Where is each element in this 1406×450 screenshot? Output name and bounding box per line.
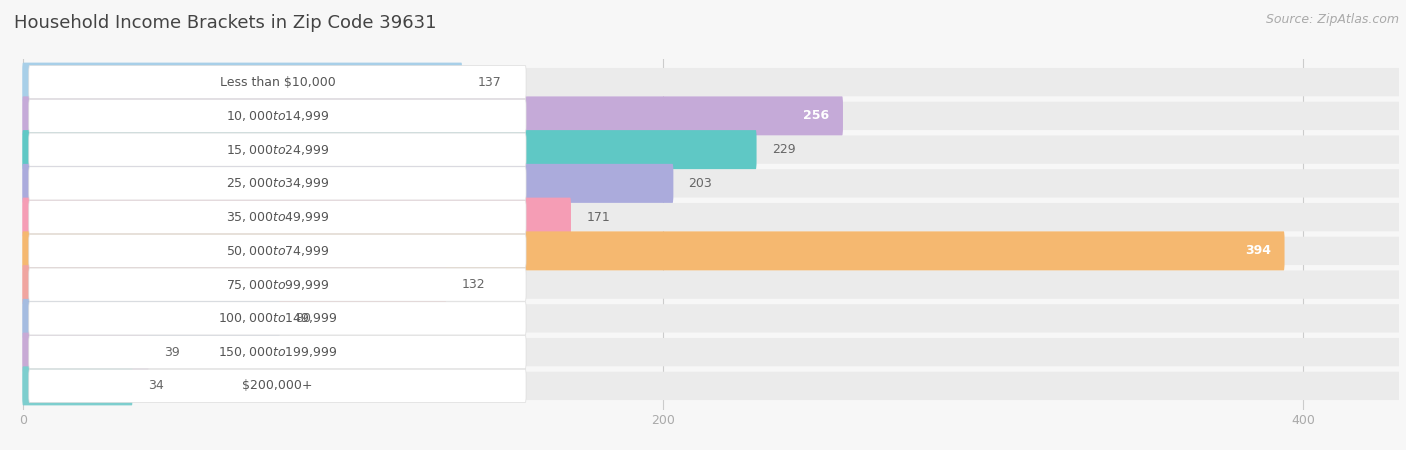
- FancyBboxPatch shape: [22, 299, 280, 338]
- Text: 229: 229: [772, 143, 796, 156]
- FancyBboxPatch shape: [28, 336, 526, 369]
- FancyBboxPatch shape: [22, 96, 844, 135]
- FancyBboxPatch shape: [28, 167, 526, 200]
- Text: 132: 132: [461, 278, 485, 291]
- FancyBboxPatch shape: [22, 198, 571, 237]
- FancyBboxPatch shape: [22, 270, 1399, 299]
- FancyBboxPatch shape: [22, 338, 1399, 366]
- FancyBboxPatch shape: [28, 99, 526, 132]
- FancyBboxPatch shape: [22, 130, 756, 169]
- FancyBboxPatch shape: [22, 68, 1399, 96]
- FancyBboxPatch shape: [28, 234, 526, 267]
- FancyBboxPatch shape: [22, 237, 1399, 265]
- Text: 203: 203: [689, 177, 713, 190]
- Text: $10,000 to $14,999: $10,000 to $14,999: [226, 109, 329, 123]
- FancyBboxPatch shape: [22, 135, 1399, 164]
- FancyBboxPatch shape: [22, 164, 673, 203]
- Text: Source: ZipAtlas.com: Source: ZipAtlas.com: [1265, 14, 1399, 27]
- FancyBboxPatch shape: [28, 201, 526, 234]
- FancyBboxPatch shape: [22, 372, 1399, 400]
- FancyBboxPatch shape: [22, 169, 1399, 198]
- FancyBboxPatch shape: [28, 133, 526, 166]
- Text: 394: 394: [1244, 244, 1271, 257]
- FancyBboxPatch shape: [22, 231, 1285, 270]
- FancyBboxPatch shape: [22, 304, 1399, 333]
- Text: $75,000 to $99,999: $75,000 to $99,999: [226, 278, 329, 292]
- FancyBboxPatch shape: [28, 369, 526, 402]
- FancyBboxPatch shape: [28, 302, 526, 335]
- Text: $35,000 to $49,999: $35,000 to $49,999: [226, 210, 329, 224]
- Text: Household Income Brackets in Zip Code 39631: Household Income Brackets in Zip Code 39…: [14, 14, 436, 32]
- FancyBboxPatch shape: [22, 203, 1399, 231]
- Text: Less than $10,000: Less than $10,000: [219, 76, 335, 89]
- Text: $200,000+: $200,000+: [242, 379, 312, 392]
- Text: 171: 171: [586, 211, 610, 224]
- Text: $15,000 to $24,999: $15,000 to $24,999: [226, 143, 329, 157]
- Text: 39: 39: [165, 346, 180, 359]
- Text: $50,000 to $74,999: $50,000 to $74,999: [226, 244, 329, 258]
- Text: $100,000 to $149,999: $100,000 to $149,999: [218, 311, 337, 325]
- FancyBboxPatch shape: [22, 63, 463, 102]
- Text: 80: 80: [295, 312, 311, 325]
- FancyBboxPatch shape: [22, 102, 1399, 130]
- FancyBboxPatch shape: [28, 66, 526, 99]
- Text: $150,000 to $199,999: $150,000 to $199,999: [218, 345, 337, 359]
- Text: $25,000 to $34,999: $25,000 to $34,999: [226, 176, 329, 190]
- Text: 256: 256: [803, 109, 830, 122]
- Text: 137: 137: [478, 76, 501, 89]
- Text: 34: 34: [148, 379, 163, 392]
- FancyBboxPatch shape: [28, 268, 526, 301]
- FancyBboxPatch shape: [22, 333, 149, 372]
- FancyBboxPatch shape: [22, 366, 132, 405]
- FancyBboxPatch shape: [22, 265, 446, 304]
